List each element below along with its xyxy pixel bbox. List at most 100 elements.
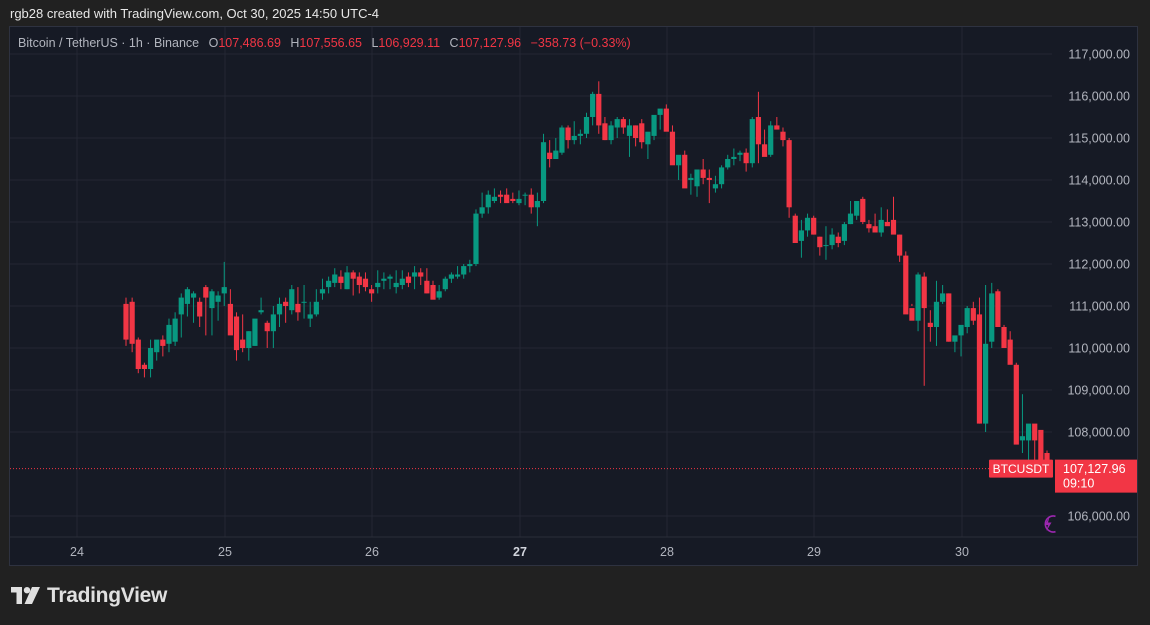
high-label: H (290, 36, 300, 50)
candle (497, 190, 504, 204)
candle (283, 297, 289, 323)
candle (596, 81, 602, 134)
change-value: −358.73 (−0.33%) (530, 36, 631, 50)
candle (946, 293, 952, 342)
candle (141, 362, 148, 378)
candle (209, 289, 215, 336)
candle (774, 117, 780, 130)
candle (921, 272, 927, 386)
price-axis-label: 113,000.00 (1068, 216, 1130, 230)
candle (540, 133, 547, 204)
candle (534, 192, 540, 227)
candle (313, 289, 319, 317)
candle (166, 318, 172, 353)
candle (725, 154, 731, 170)
time-axis-label: 26 (365, 545, 379, 559)
candle (989, 282, 995, 348)
candle (700, 159, 706, 185)
symbol-legend: Bitcoin / TetherUS · 1h · Binance O107,4… (18, 36, 631, 50)
candle (1013, 362, 1019, 445)
time-axis-label: 27 (513, 545, 527, 559)
candle (448, 272, 455, 283)
candle (798, 219, 804, 258)
time-axis[interactable]: 24 25 26 27 28 29 30 (70, 545, 969, 559)
candle (197, 297, 203, 327)
candle (387, 274, 393, 290)
candle (147, 339, 154, 378)
candle (258, 297, 264, 315)
candle (178, 293, 184, 338)
candle (424, 268, 430, 294)
candle (682, 150, 688, 189)
price-axis-label: 108,000.00 (1067, 426, 1130, 440)
candle (620, 117, 626, 134)
candle (817, 236, 823, 256)
candle (295, 287, 301, 321)
tradingview-logo[interactable]: TradingView (11, 584, 167, 608)
candle (657, 108, 663, 130)
candle (381, 272, 387, 290)
svg-text:BTCUSDT: BTCUSDT (993, 462, 1050, 476)
price-axis-label: 117,000.00 (1068, 48, 1130, 62)
candle (829, 228, 835, 250)
time-axis-label: 24 (70, 545, 84, 559)
candle (976, 297, 983, 424)
candle (553, 138, 559, 159)
candle (583, 112, 590, 138)
close-value: 107,127.96 (458, 36, 522, 50)
candle (430, 280, 436, 300)
candle (240, 314, 246, 353)
candle (688, 173, 694, 195)
candle (123, 297, 129, 346)
chart-attribution: rgb28 created with TradingView.com, Oct … (10, 6, 380, 21)
candle (749, 117, 755, 168)
candle (467, 259, 473, 273)
candle (854, 201, 860, 220)
candle (768, 121, 774, 157)
candle (823, 226, 829, 260)
candle (221, 261, 227, 306)
candle (270, 306, 276, 348)
svg-text:107,127.96: 107,127.96 (1063, 462, 1126, 476)
open-label: O (208, 36, 219, 50)
candle (184, 287, 190, 317)
candle (743, 148, 749, 172)
price-axis-label: 111,000.00 (1069, 300, 1130, 314)
candle (958, 324, 964, 357)
candle (461, 264, 467, 279)
candle (571, 121, 577, 145)
candle (436, 285, 442, 300)
candle (651, 114, 657, 141)
candle (565, 125, 571, 149)
candle (952, 335, 958, 353)
candle (369, 285, 375, 302)
candle (491, 188, 497, 204)
candle (1025, 423, 1032, 462)
candle (626, 119, 633, 157)
candle (1032, 423, 1038, 462)
candle (731, 148, 737, 166)
candle (983, 285, 989, 432)
candle (676, 154, 682, 180)
candle (718, 165, 725, 189)
candle (172, 312, 178, 346)
candle (344, 266, 350, 290)
price-axis[interactable]: 117,000.00 116,000.00 115,000.00 114,000.00… (1067, 48, 1130, 524)
price-axis-label: 114,000.00 (1068, 174, 1130, 188)
candle (970, 301, 976, 325)
price-axis-label: 110,000.00 (1068, 342, 1130, 356)
candle (504, 188, 510, 204)
candle (473, 209, 479, 267)
candle (872, 213, 878, 233)
time-axis-label: 29 (807, 545, 821, 559)
symbol-description[interactable]: Bitcoin / TetherUS · 1h · Binance (18, 36, 200, 50)
lightning-alert-icon[interactable] (1044, 515, 1056, 533)
candle (264, 320, 270, 348)
candle (577, 129, 583, 145)
candle (608, 121, 614, 145)
candle (393, 270, 399, 294)
candle (915, 272, 921, 332)
candle (847, 201, 854, 225)
